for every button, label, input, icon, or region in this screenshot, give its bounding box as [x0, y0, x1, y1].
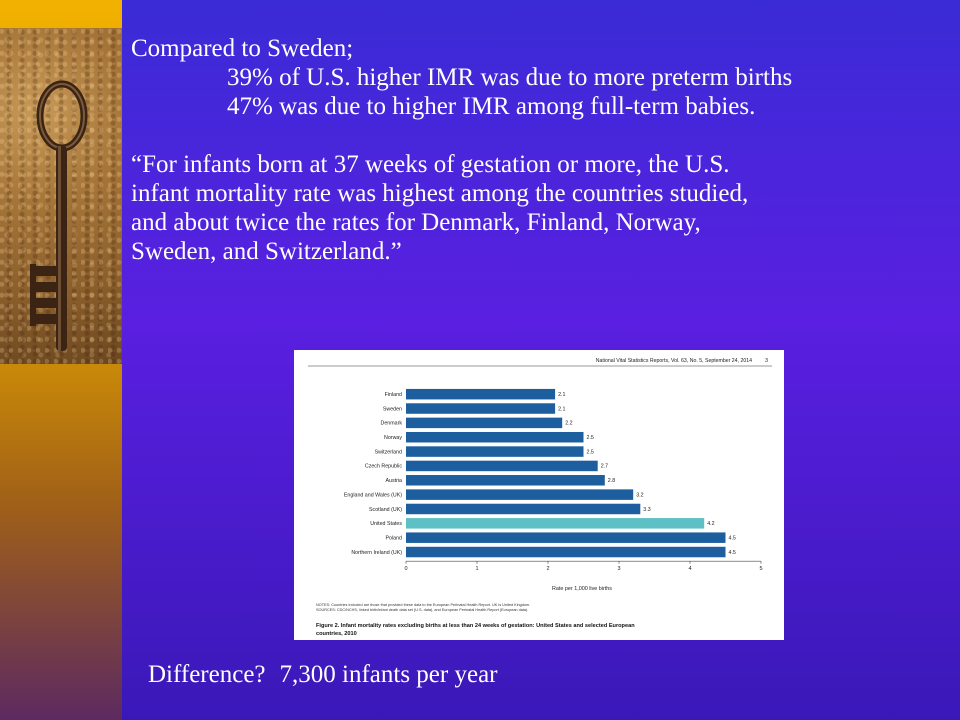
bar: [406, 546, 726, 558]
value-label: 4.2: [707, 521, 714, 527]
quote-line-4: Sweden, and Switzerland.”: [131, 238, 402, 265]
bar: [406, 403, 556, 414]
spacer: [131, 121, 951, 150]
difference-label: Difference?: [148, 661, 266, 688]
bars-group: Finland 2.1 Sweden 2.1 Denmark 2.2 Norway 2.5 Sw…: [344, 388, 736, 558]
report-header: National Vital Statistics Reports, Vol. …: [596, 358, 752, 364]
figure-caption-line-2: countries, 2010: [316, 631, 357, 637]
value-label: 2.5: [587, 435, 594, 441]
preterm-stat: 39% of U.S. higher IMR was due to more p…: [227, 64, 793, 91]
quote-line-1: “For infants born at 37 weeks of gestati…: [131, 151, 730, 178]
category-label: Czech Republic: [365, 464, 402, 470]
value-label: 2.1: [558, 406, 565, 412]
value-label: 2.1: [558, 392, 565, 398]
figure-caption-line-1: Figure 2. Infant mortality rates excludi…: [316, 623, 635, 629]
category-label: Switzerland: [375, 449, 402, 455]
x-axis: 0 1 2 3 4 5: [404, 560, 763, 572]
value-label: 2.8: [608, 478, 615, 484]
slide-body-text: Compared to Sweden; 39% of U.S. higher I…: [131, 34, 951, 266]
bar: [406, 417, 563, 429]
difference-value: 7,300 infants per year: [279, 661, 498, 688]
bar: [406, 446, 584, 457]
category-label: Finland: [385, 392, 402, 398]
bar: [406, 388, 556, 400]
category-label: Poland: [386, 535, 403, 541]
category-label: Northern Ireland (UK): [351, 550, 402, 556]
value-label: 2.7: [601, 464, 608, 470]
category-label: England and Wales (UK): [344, 492, 402, 498]
x-tick-label: 1: [475, 566, 478, 572]
bar: [406, 503, 641, 515]
x-tick-label: 0: [404, 566, 407, 572]
bar: [406, 431, 584, 443]
value-label: 4.5: [729, 535, 736, 541]
value-label: 2.2: [565, 421, 572, 427]
report-figure: National Vital Statistics Reports, Vol. …: [294, 350, 784, 640]
quote-line-3: and about twice the rates for Denmark, F…: [131, 209, 701, 236]
chart-note-2: SOURCES: CDC/NCHS, linked birth/infant d…: [316, 608, 528, 612]
x-tick-label: 3: [617, 566, 620, 572]
category-label: Sweden: [383, 406, 402, 412]
page-number: 3: [765, 358, 768, 364]
bar: [406, 489, 634, 500]
value-label: 3.3: [643, 507, 650, 513]
infant-mortality-bar-chart: National Vital Statistics Reports, Vol. …: [308, 358, 772, 637]
key-icon: [30, 80, 88, 351]
category-label: Norway: [384, 435, 402, 441]
category-label: Austria: [386, 478, 403, 484]
quote-line-2: infant mortality rate was highest among …: [131, 180, 749, 207]
value-label: 2.5: [587, 449, 594, 455]
value-label: 4.5: [729, 550, 736, 556]
difference-line: Difference? 7,300 infants per year: [148, 660, 498, 689]
x-tick-label: 4: [688, 566, 691, 572]
x-tick-label: 5: [759, 566, 762, 572]
bar: [406, 532, 726, 543]
value-label: 3.2: [636, 492, 643, 498]
antique-key-photo: [0, 28, 122, 364]
x-axis-label: Rate per 1,000 live births: [552, 586, 612, 592]
comparison-heading: Compared to Sweden;: [131, 35, 354, 62]
chart-note-1: NOTES: Countries included are those that…: [316, 603, 530, 607]
category-label: Denmark: [381, 421, 403, 427]
x-tick-label: 2: [546, 566, 549, 572]
category-label: United States: [370, 521, 402, 527]
category-label: Scotland (UK): [369, 507, 402, 513]
fullterm-stat: 47% was due to higher IMR among full-ter…: [227, 93, 756, 120]
bar: [406, 460, 598, 472]
bar: [406, 475, 605, 486]
bar: [406, 518, 705, 529]
